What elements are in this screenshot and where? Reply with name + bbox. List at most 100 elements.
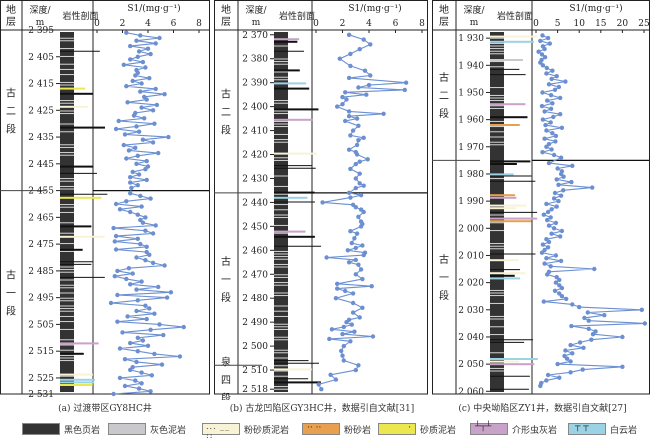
- lithology-header: 岩性剖面: [62, 10, 98, 22]
- s1-data-point: [357, 171, 362, 176]
- depth-tick-label: 2 435: [28, 133, 54, 143]
- x-axis-label: S1/(mg·g⁻¹): [348, 3, 401, 14]
- s1-data-point: [134, 255, 139, 260]
- lithology-bed: [274, 230, 306, 233]
- s1-data-point: [558, 155, 564, 160]
- s1-data-point: [553, 139, 558, 144]
- s1-data-point: [350, 128, 356, 133]
- s1-data-point: [143, 258, 148, 263]
- strata-label: 段: [221, 392, 231, 400]
- s1-data-point: [548, 215, 553, 220]
- s1-data-point: [150, 260, 156, 266]
- depth-tick-label: 2 395: [28, 26, 54, 36]
- strata-label: 古: [6, 86, 16, 99]
- s1-data-point: [361, 252, 366, 258]
- s1-data-point: [144, 244, 149, 249]
- s1-data-point: [559, 294, 565, 299]
- s1-data-point: [551, 226, 557, 231]
- s1-data-point: [540, 90, 545, 95]
- s1-data-point: [142, 116, 147, 121]
- lithology-bed: [60, 342, 99, 345]
- strata-label: 段: [221, 123, 231, 136]
- s1-data-point: [153, 41, 158, 46]
- s1-data-point: [570, 163, 575, 168]
- s1-data-point: [568, 359, 573, 364]
- lithology-bed: [490, 259, 519, 262]
- s1-data-point: [138, 193, 143, 199]
- s1-data-point: [590, 185, 595, 190]
- depth-tick-label: 2 030: [458, 306, 484, 316]
- s1-data-point: [340, 102, 345, 107]
- s1-data-point: [370, 334, 376, 339]
- strata-label: 古: [439, 71, 449, 84]
- lithology-bed: [60, 105, 89, 108]
- depth-tick-label: 2 490: [242, 318, 268, 328]
- s1-data-point: [539, 103, 545, 109]
- s1-data-point: [148, 51, 153, 57]
- s1-data-point: [134, 124, 139, 129]
- s1-data-point: [365, 157, 370, 162]
- strata-label: 段: [6, 304, 16, 317]
- s1-data-point: [558, 258, 564, 264]
- lithology-bed: [490, 272, 526, 275]
- lithology-bed: [274, 108, 319, 111]
- s1-data-point: [557, 375, 562, 380]
- s1-data-point: [130, 169, 135, 175]
- s1-data-point: [361, 209, 366, 215]
- strata-header: 层: [439, 16, 449, 28]
- depth-tick-label: 2 415: [28, 80, 54, 90]
- strata-label: 二: [221, 107, 231, 118]
- s1-data-point: [319, 387, 324, 392]
- s1-data-point: [360, 243, 365, 248]
- depth-tick-label: 2 480: [242, 294, 268, 304]
- s1-data-point: [345, 248, 350, 253]
- depth-tick-label: 2 460: [242, 246, 268, 256]
- s1-data-point: [346, 114, 352, 119]
- s1-data-point: [549, 147, 554, 152]
- s1-data-point: [143, 215, 148, 220]
- s1-data-point: [328, 372, 333, 377]
- s1-data-point: [568, 370, 573, 375]
- depth-header-unit: m: [252, 18, 261, 28]
- s1-data-point: [156, 284, 161, 290]
- ostracod-limestone-swatch: [470, 422, 508, 435]
- s1-data-point: [545, 372, 551, 378]
- s1-data-point: [144, 177, 149, 183]
- legend-label: 白云岩: [610, 425, 638, 436]
- s1-data-point: [540, 242, 546, 247]
- s1-data-point: [147, 252, 152, 257]
- s1-data-point: [139, 279, 144, 284]
- depth-tick-label: 1 970: [458, 143, 484, 153]
- s1-data-point: [143, 303, 148, 308]
- s1-data-point: [551, 196, 557, 201]
- s1-data-point: [549, 231, 554, 236]
- s1-data-point: [580, 367, 585, 372]
- s1-data-point: [556, 182, 561, 187]
- s1-data-point: [356, 363, 361, 368]
- s1-data-point: [144, 158, 149, 164]
- s1-data-point: [135, 54, 140, 59]
- depth-tick-label: 2 010: [458, 251, 484, 261]
- s1-data-point: [124, 84, 129, 89]
- depth-tick-label: 2 410: [242, 127, 268, 137]
- lithology-bed: [490, 274, 515, 277]
- s1-data-point: [159, 362, 165, 367]
- s1-data-point: [551, 152, 557, 158]
- x-tick-label: 20: [617, 19, 629, 29]
- s1-data-point: [542, 261, 547, 266]
- s1-data-point: [121, 142, 127, 148]
- legend-label: 粉砂质泥岩: [244, 425, 290, 436]
- s1-data-point: [344, 97, 349, 102]
- lithology-bed: [60, 248, 83, 251]
- panel-zy1: 地层深度/m 岩性剖面 S1/(mg·g⁻¹) 0 5 10 15 20 25 古二段古一段 1 9…: [432, 0, 650, 400]
- s1-data-point: [550, 131, 555, 136]
- s1-data-point: [121, 62, 127, 67]
- black-shale-swatch: [22, 423, 60, 435]
- s1-data-point: [128, 175, 133, 180]
- depth-tick-label: 2 420: [242, 151, 268, 161]
- s1-data-point: [362, 68, 368, 73]
- s1-data-point: [582, 315, 587, 321]
- s1-data-point: [381, 111, 386, 117]
- depth-tick-label: 2 060: [458, 387, 484, 397]
- depth-tick-label: 1 990: [458, 197, 484, 207]
